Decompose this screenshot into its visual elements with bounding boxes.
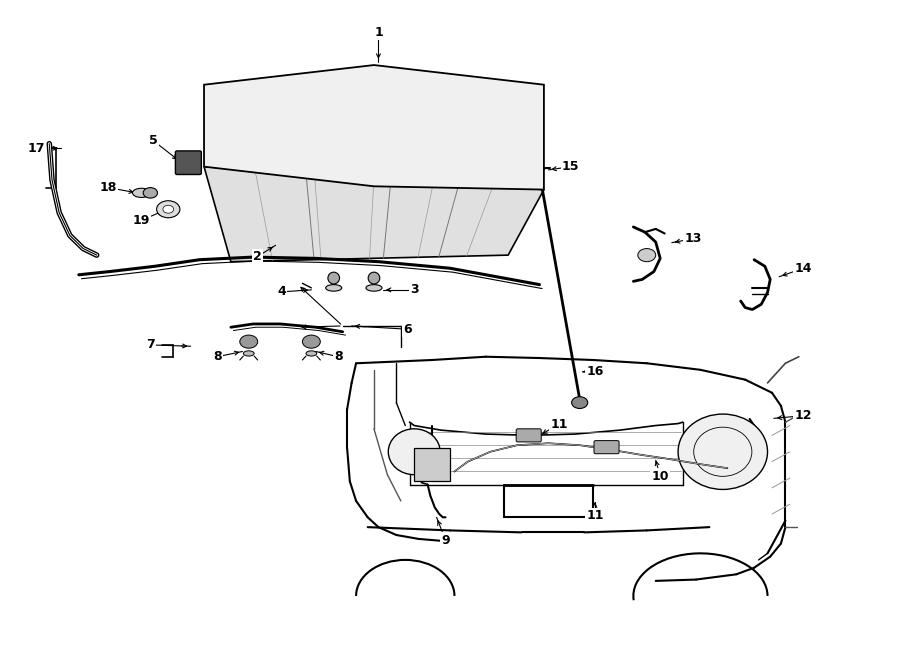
Circle shape: [157, 201, 180, 217]
Ellipse shape: [328, 272, 339, 284]
Text: 5: 5: [148, 134, 157, 147]
Text: 12: 12: [795, 409, 812, 422]
Text: 3: 3: [410, 284, 418, 296]
Text: 15: 15: [562, 160, 580, 173]
FancyBboxPatch shape: [594, 441, 619, 453]
Bar: [414, 448, 450, 481]
Text: 18: 18: [100, 181, 117, 194]
Ellipse shape: [302, 335, 320, 348]
Text: 4: 4: [277, 286, 286, 298]
Ellipse shape: [306, 351, 317, 356]
Ellipse shape: [132, 188, 150, 198]
Polygon shape: [204, 167, 544, 262]
Ellipse shape: [143, 188, 157, 198]
Text: 8: 8: [334, 350, 343, 363]
Circle shape: [638, 249, 656, 262]
Ellipse shape: [243, 351, 254, 356]
Text: 2: 2: [253, 250, 262, 263]
Text: 14: 14: [795, 262, 812, 275]
Text: 8: 8: [213, 350, 221, 363]
Circle shape: [572, 397, 588, 408]
Text: 6: 6: [403, 323, 411, 336]
Text: 19: 19: [132, 214, 150, 227]
Text: 10: 10: [652, 469, 669, 483]
Ellipse shape: [366, 285, 382, 292]
Text: 16: 16: [586, 365, 604, 377]
Text: 11: 11: [586, 509, 604, 522]
FancyBboxPatch shape: [517, 429, 541, 442]
Ellipse shape: [388, 429, 440, 475]
Text: 11: 11: [551, 418, 568, 431]
Text: 9: 9: [441, 533, 450, 547]
Text: 13: 13: [685, 232, 702, 245]
Ellipse shape: [678, 414, 768, 489]
Ellipse shape: [368, 272, 380, 284]
FancyBboxPatch shape: [176, 151, 202, 175]
Text: 17: 17: [28, 142, 46, 155]
Text: 7: 7: [146, 338, 155, 352]
Ellipse shape: [326, 285, 342, 292]
Text: 1: 1: [374, 26, 382, 39]
Circle shape: [163, 206, 174, 214]
Ellipse shape: [239, 335, 257, 348]
Polygon shape: [204, 65, 544, 190]
